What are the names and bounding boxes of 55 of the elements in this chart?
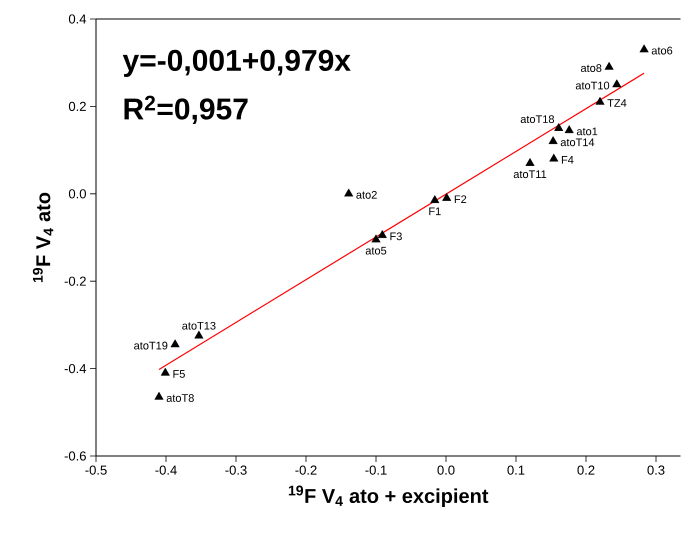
x-tick-label: 0.0	[437, 466, 455, 475]
point	[154, 392, 164, 400]
x-tick-label: 0.3	[647, 466, 664, 475]
annotation: F1	[429, 208, 441, 216]
annotation: atoT18	[520, 115, 554, 124]
annotation: atoT19	[134, 342, 168, 350]
annotation: ato5	[366, 246, 386, 255]
point	[595, 96, 605, 105]
annotation: F2	[454, 195, 466, 204]
annotation: atoT8	[166, 394, 194, 402]
y-tick-label: 0.4	[68, 14, 86, 24]
annotation: atoT14	[560, 138, 594, 146]
y-tick-label: -0.6	[64, 451, 86, 461]
y-tick-label: -0.4	[64, 364, 86, 374]
annotation: F4	[562, 156, 574, 164]
y-tick-label: 0.0	[68, 189, 86, 198]
point	[160, 368, 170, 376]
x-tick-label: -0.5	[85, 466, 107, 475]
annotation: ato8	[580, 64, 602, 72]
annotation: ato6	[652, 46, 672, 54]
point	[548, 136, 558, 144]
point	[430, 195, 440, 204]
y-tick-label: -0.2	[64, 276, 86, 286]
point	[549, 154, 558, 162]
x-tick-label: 0.1	[507, 466, 524, 475]
annotation: atoT11	[514, 170, 546, 178]
point	[640, 44, 649, 52]
point	[612, 79, 622, 88]
y-tick-label: 0.2	[68, 102, 86, 111]
x-tick-label: -0.4	[155, 466, 177, 475]
annotation: ato2	[356, 190, 377, 199]
x-tick-label: -0.2	[295, 466, 317, 475]
annotation: atoT10	[576, 82, 610, 90]
x-tick-label: -0.1	[365, 466, 387, 475]
annotation: y=-0,001+0,979x	[122, 50, 351, 77]
annotation: atoT13	[182, 322, 216, 330]
point	[442, 192, 452, 201]
annotation: TZ4	[607, 99, 626, 107]
x-axis-title: $^{19}$F V$_{4}$ ato + excipient	[288, 486, 488, 507]
point	[344, 188, 354, 196]
point	[371, 234, 381, 242]
annotation: F5	[173, 370, 185, 378]
point	[564, 125, 574, 134]
point	[525, 158, 535, 166]
point	[378, 230, 387, 238]
y-axis-title: $^{19}$F V$_{4}$ ato	[32, 192, 54, 282]
point	[604, 62, 614, 70]
annotation: R$^{2}$=0,957	[124, 96, 248, 124]
point	[170, 339, 180, 348]
annotation: ato1	[576, 128, 598, 136]
point	[194, 330, 204, 339]
point	[554, 123, 564, 131]
annotation: F3	[390, 232, 402, 240]
x-tick-label: 0.2	[577, 466, 594, 475]
x-tick-label: -0.3	[225, 466, 247, 475]
